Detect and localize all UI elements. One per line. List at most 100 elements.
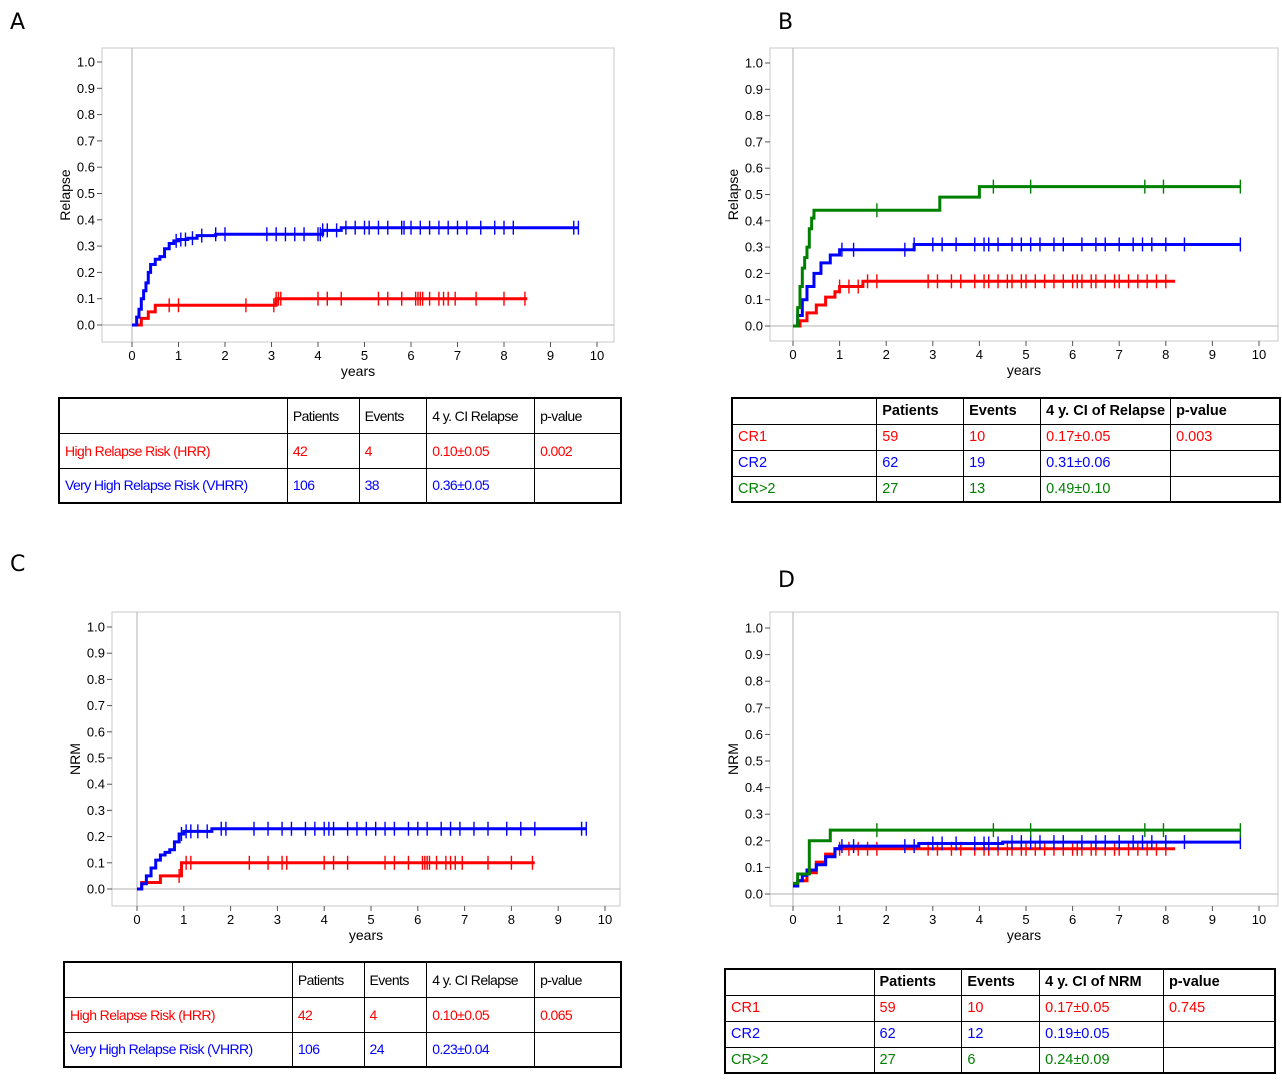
x-tick-label: 9 xyxy=(1209,347,1216,362)
table-a: Patients Events 4 y. CI Relapse p-value … xyxy=(58,397,622,504)
row-ci: 0.17±0.05 xyxy=(1039,994,1164,1022)
y-tick-label: 0.2 xyxy=(745,266,763,281)
y-tick-label: 0.9 xyxy=(77,81,95,96)
row-patients: 106 xyxy=(291,1031,365,1068)
x-tick-label: 10 xyxy=(1252,347,1266,362)
x-tick-label: 6 xyxy=(407,348,414,363)
row-p xyxy=(1170,475,1281,503)
y-tick-label: 0.4 xyxy=(77,212,95,227)
row-patients: 106 xyxy=(286,467,360,504)
x-axis-label: years xyxy=(1007,362,1041,378)
x-tick-label: 3 xyxy=(929,347,936,362)
table-a-header-patients: Patients xyxy=(286,397,360,434)
y-tick-label: 0.3 xyxy=(77,239,95,254)
x-axis-label: years xyxy=(349,927,383,943)
table-c-header-ci: 4 y. CI Relapse xyxy=(426,961,536,998)
x-tick-label: 7 xyxy=(1116,912,1123,927)
row-patients: 42 xyxy=(286,432,360,469)
table-b: Patients Events 4 y. CI of Relapse p-val… xyxy=(731,397,1281,503)
row-p: 0.002 xyxy=(534,432,622,469)
table-b-header: Patients Events 4 y. CI of Relapse p-val… xyxy=(731,397,1281,425)
row-events: 19 xyxy=(963,449,1042,477)
x-tick-label: 9 xyxy=(547,348,554,363)
panel-letter-d: D xyxy=(778,568,795,593)
row-patients: 59 xyxy=(876,423,965,451)
y-tick-label: 0.2 xyxy=(77,265,95,280)
row-events: 4 xyxy=(358,432,428,469)
y-tick-label: 0.5 xyxy=(77,186,95,201)
y-tick-label: 0.0 xyxy=(87,882,105,897)
row-ci: 0.49±0.10 xyxy=(1040,475,1172,503)
y-tick-label: 1.0 xyxy=(745,56,763,71)
x-tick-label: 2 xyxy=(221,348,228,363)
y-tick-label: 0.5 xyxy=(745,187,763,202)
y-axis-label: NRM xyxy=(725,743,741,775)
series-line-green xyxy=(793,828,1241,885)
row-events: 4 xyxy=(363,996,428,1033)
table-c-header-events: Events xyxy=(363,961,428,998)
table-d-header-events: Events xyxy=(961,968,1041,996)
series-line-red xyxy=(137,861,535,891)
y-tick-label: 0.0 xyxy=(745,887,763,902)
y-tick-label: 0.6 xyxy=(87,724,105,739)
x-tick-label: 0 xyxy=(789,347,796,362)
x-tick-label: 7 xyxy=(454,348,461,363)
table-row: CR>2 27 6 0.24±0.09 xyxy=(724,1046,1276,1074)
y-tick-label: 0.0 xyxy=(77,318,95,333)
y-tick-label: 0.5 xyxy=(745,754,763,769)
x-tick-label: 4 xyxy=(314,348,321,363)
table-d-header: Patients Events 4 y. CI of NRM p-value xyxy=(724,968,1276,996)
x-tick-label: 2 xyxy=(227,912,234,927)
panel-letter-c: C xyxy=(10,552,26,577)
table-a-header-label xyxy=(58,397,288,434)
row-events: 12 xyxy=(961,1020,1041,1048)
table-row: CR>2 27 13 0.49±0.10 xyxy=(731,475,1281,503)
row-ci: 0.10±0.05 xyxy=(426,432,536,469)
row-label: CR>2 xyxy=(731,475,878,503)
y-tick-label: 0.8 xyxy=(745,108,763,123)
table-b-header-label xyxy=(731,397,878,425)
panel-letter-b: B xyxy=(778,10,794,35)
x-tick-label: 10 xyxy=(598,912,612,927)
x-tick-label: 6 xyxy=(1069,912,1076,927)
row-ci: 0.17±0.05 xyxy=(1040,423,1172,451)
y-tick-label: 0.1 xyxy=(77,291,95,306)
series-line-blue xyxy=(137,827,587,891)
x-tick-label: 0 xyxy=(133,912,140,927)
x-axis-label: years xyxy=(341,363,375,379)
x-tick-label: 9 xyxy=(555,912,562,927)
series-line-red xyxy=(793,279,1176,328)
table-row: High Relapse Risk (HRR) 42 4 0.10±0.05 0… xyxy=(63,996,622,1033)
table-c: Patients Events 4 y. CI Relapse p-value … xyxy=(63,961,622,1068)
row-ci: 0.31±0.06 xyxy=(1040,449,1172,477)
x-tick-label: 8 xyxy=(1162,912,1169,927)
y-tick-label: 0.8 xyxy=(77,107,95,122)
table-a-header-events: Events xyxy=(358,397,428,434)
y-axis-label: Relapse xyxy=(57,169,73,221)
x-tick-label: 4 xyxy=(321,912,328,927)
table-d: Patients Events 4 y. CI of NRM p-value C… xyxy=(724,968,1276,1074)
y-tick-label: 1.0 xyxy=(77,55,95,70)
y-axis-label: NRM xyxy=(67,743,83,775)
row-ci: 0.36±0.05 xyxy=(426,467,536,504)
table-row: CR1 59 10 0.17±0.05 0.003 xyxy=(731,423,1281,451)
plot-frame xyxy=(769,611,1279,907)
row-patients: 59 xyxy=(873,994,963,1022)
row-patients: 62 xyxy=(873,1020,963,1048)
x-tick-label: 3 xyxy=(929,912,936,927)
y-tick-label: 0.0 xyxy=(745,319,763,334)
series-line-blue xyxy=(132,226,579,327)
x-tick-label: 1 xyxy=(836,347,843,362)
y-tick-label: 0.3 xyxy=(745,807,763,822)
series-line-blue xyxy=(793,840,1241,888)
chart-c: 0.0 0.1 0.2 0.3 0.4 0.5 0.6 0.7 0.8 0.9 1.0 0 1 2 3 4 5 6… xyxy=(67,611,621,943)
x-tick-label: 8 xyxy=(500,348,507,363)
table-a-header-ci: 4 y. CI Relapse xyxy=(426,397,536,434)
row-label: CR2 xyxy=(724,1020,875,1048)
table-d-header-ci: 4 y. CI of NRM xyxy=(1039,968,1164,996)
x-tick-label: 6 xyxy=(414,912,421,927)
x-tick-label: 8 xyxy=(508,912,515,927)
table-row: Very High Relapse Risk (VHRR) 106 24 0.2… xyxy=(63,1031,622,1068)
plot-frame xyxy=(111,611,621,907)
y-tick-label: 0.6 xyxy=(745,727,763,742)
